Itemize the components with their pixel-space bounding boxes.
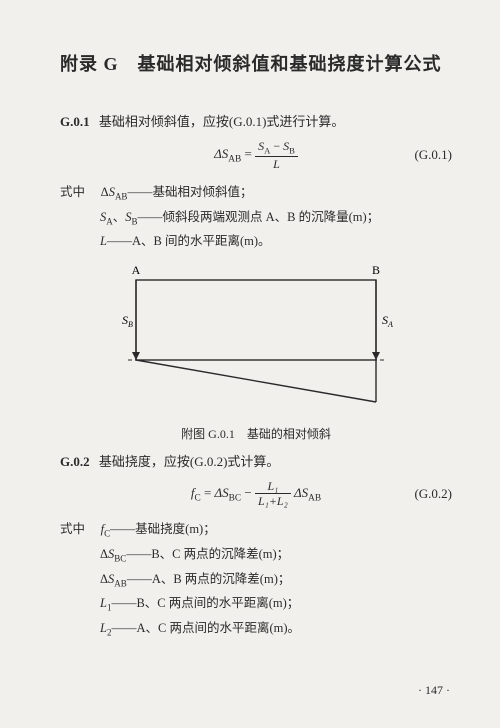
- equation-g02: fC = ΔSBC − L₁ L₁+L₂ ΔSAB (G.0.2): [60, 479, 452, 509]
- figure-g01: A B SB SA: [116, 262, 396, 417]
- equation-number: (G.0.1): [414, 147, 452, 163]
- section-g02: G.0.2 基础挠度，应按(G.0.2)式计算。: [60, 452, 452, 473]
- eq2-lhs-sub: C: [194, 493, 200, 503]
- fig-sa-arrow: [372, 352, 380, 360]
- eq2-frac-den: L₁+L₂: [255, 494, 291, 508]
- page: 附录 G 基础相对倾斜值和基础挠度计算公式 G.0.1 基础相对倾斜值，应按(G…: [0, 0, 500, 679]
- fig-label-b: B: [372, 263, 380, 277]
- eq2-t1-sub: BC: [229, 493, 241, 503]
- section-g01: G.0.1 基础相对倾斜值，应按(G.0.1)式进行计算。: [60, 112, 452, 133]
- page-number: · 147 ·: [418, 683, 450, 698]
- section-text-2: 基础挠度，应按(G.0.2)式计算。: [99, 454, 280, 469]
- eq-lhs: ΔS: [214, 146, 228, 161]
- eq2-t2-sub: AB: [308, 493, 321, 503]
- eq2-frac-num: L₁: [255, 479, 291, 494]
- appendix-title: 附录 G 基础相对倾斜值和基础挠度计算公式: [60, 50, 452, 76]
- fig-label-a: A: [132, 263, 141, 277]
- eq2-t1: ΔS: [215, 485, 229, 500]
- section-num: G.0.1: [60, 114, 90, 129]
- eq-frac: SA − SB L: [255, 139, 298, 171]
- where-label-2: 式中: [60, 518, 85, 542]
- eq2-t2: ΔS: [294, 485, 308, 500]
- frac-minus: −: [273, 139, 280, 153]
- section-num-2: G.0.2: [60, 454, 90, 469]
- figure-caption: 附图 G.0.1 基础的相对倾斜: [60, 425, 452, 442]
- figure-svg: A B SB SA: [116, 262, 396, 412]
- frac-den: L: [255, 157, 298, 171]
- where-g01: 式中 ΔSAB——基础相对倾斜值； SA、SB——倾斜段两端观测点 A、B 的沉…: [60, 181, 452, 254]
- where-g02: 式中 fC——基础挠度(m)； ΔSBC——B、C 两点的沉降差(m)； ΔSA…: [60, 518, 452, 641]
- eq-body-2: fC = ΔSBC − L₁ L₁+L₂ ΔSAB: [191, 479, 321, 509]
- eq2-frac: L₁ L₁+L₂: [255, 479, 291, 509]
- equation-g01: ΔSAB = SA − SB L (G.0.1): [60, 139, 452, 171]
- fig-label-sb: SB: [122, 313, 133, 329]
- fig-incline: [136, 360, 376, 402]
- eq-body: ΔSAB = SA − SB L: [214, 139, 298, 171]
- fig-rect: [136, 280, 376, 360]
- frac-sb-sub: B: [289, 145, 295, 155]
- fig-label-sa: SA: [382, 313, 393, 329]
- equation-number-2: (G.0.2): [414, 486, 452, 502]
- frac-sa-sub: A: [264, 145, 270, 155]
- eq-lhs-sub: AB: [228, 154, 241, 164]
- fig-sb-arrow: [132, 352, 140, 360]
- section-text: 基础相对倾斜值，应按(G.0.1)式进行计算。: [99, 114, 345, 129]
- where-label: 式中: [60, 181, 85, 205]
